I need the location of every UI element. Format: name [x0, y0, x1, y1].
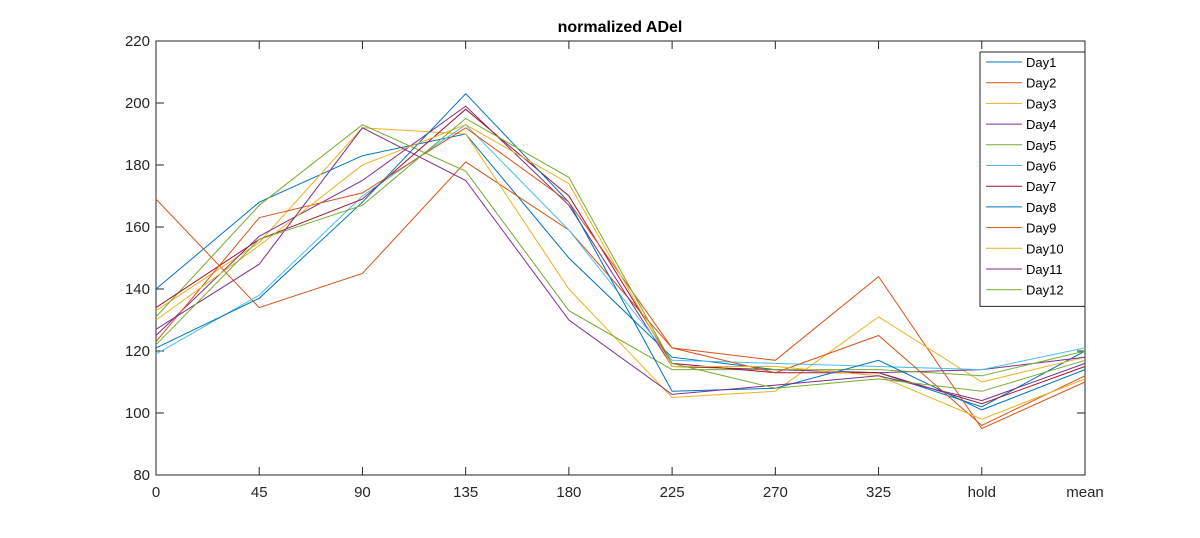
legend-entry-day8: Day8	[986, 200, 1056, 215]
x-tick-label: 45	[251, 484, 268, 501]
series-line-day12	[155, 117, 1086, 392]
legend-label: Day1	[1026, 55, 1056, 70]
legend-label: Day6	[1026, 159, 1056, 174]
x-tick-label: 180	[556, 484, 581, 501]
legend-entry-day7: Day7	[986, 179, 1056, 194]
legend-entry-day5: Day5	[986, 138, 1056, 153]
legend-label: Day12	[1026, 283, 1064, 298]
legend-entry-day10: Day10	[986, 241, 1064, 256]
axes-box	[155, 40, 1086, 476]
y-tick-label: 220	[125, 33, 150, 50]
x-tick-label: mean	[1066, 484, 1104, 501]
legend-entry-day4: Day4	[986, 117, 1056, 132]
x-tick-label: 135	[453, 484, 478, 501]
legend-entry-day6: Day6	[986, 159, 1056, 174]
y-tick-label: 100	[125, 405, 150, 422]
legend-label: Day8	[1026, 200, 1056, 215]
legend-entry-day12: Day12	[986, 283, 1064, 298]
y-tick-label: 140	[125, 281, 150, 298]
legend-label: Day9	[1026, 221, 1056, 236]
y-tick-label: 80	[133, 467, 150, 484]
legend: Day1 Day2 Day3 Day4 Day5 Day6 Day7 Day8 Day9 Day1…	[979, 51, 1086, 307]
x-tick-label: 0	[152, 484, 160, 501]
x-tick-label: 225	[660, 484, 685, 501]
legend-label: Day4	[1026, 117, 1056, 132]
plot-area: 80 100 120 140 160 180 200 220 0 45 90 135 180 225 270…	[125, 33, 1104, 501]
series-line-day1	[155, 133, 1086, 408]
legend-box	[979, 51, 1086, 307]
x-tick-label: 270	[763, 484, 788, 501]
legend-entry-day11: Day11	[986, 262, 1063, 277]
y-tick-label: 120	[125, 343, 150, 360]
series-line-day2	[155, 161, 1086, 430]
x-tick-label: 325	[866, 484, 891, 501]
x-tick-label: hold	[968, 484, 996, 501]
legend-label: Day5	[1026, 138, 1056, 153]
legend-label: Day11	[1026, 262, 1063, 277]
series-line-day10	[155, 124, 1086, 420]
legend-entry-day3: Day3	[986, 96, 1056, 111]
series-line-day3	[155, 127, 1086, 399]
legend-label: Day10	[1026, 241, 1064, 256]
series-line-day6	[155, 124, 1086, 371]
y-tick-label: 160	[125, 219, 150, 236]
y-tick-label: 180	[125, 157, 150, 174]
x-tick-label: 90	[354, 484, 371, 501]
series-line-day11	[155, 127, 1086, 402]
legend-entry-day1: Day1	[986, 55, 1056, 70]
chart-title: normalized ADel	[558, 19, 683, 36]
legend-entry-day2: Day2	[986, 76, 1056, 91]
series-line-day5	[155, 124, 1086, 377]
legend-label: Day2	[1026, 76, 1056, 91]
y-tick-label: 200	[125, 95, 150, 112]
series-line-day4	[155, 105, 1086, 374]
legend-entry-day9: Day9	[986, 221, 1056, 236]
legend-label: Day7	[1026, 179, 1056, 194]
legend-label: Day3	[1026, 96, 1056, 111]
